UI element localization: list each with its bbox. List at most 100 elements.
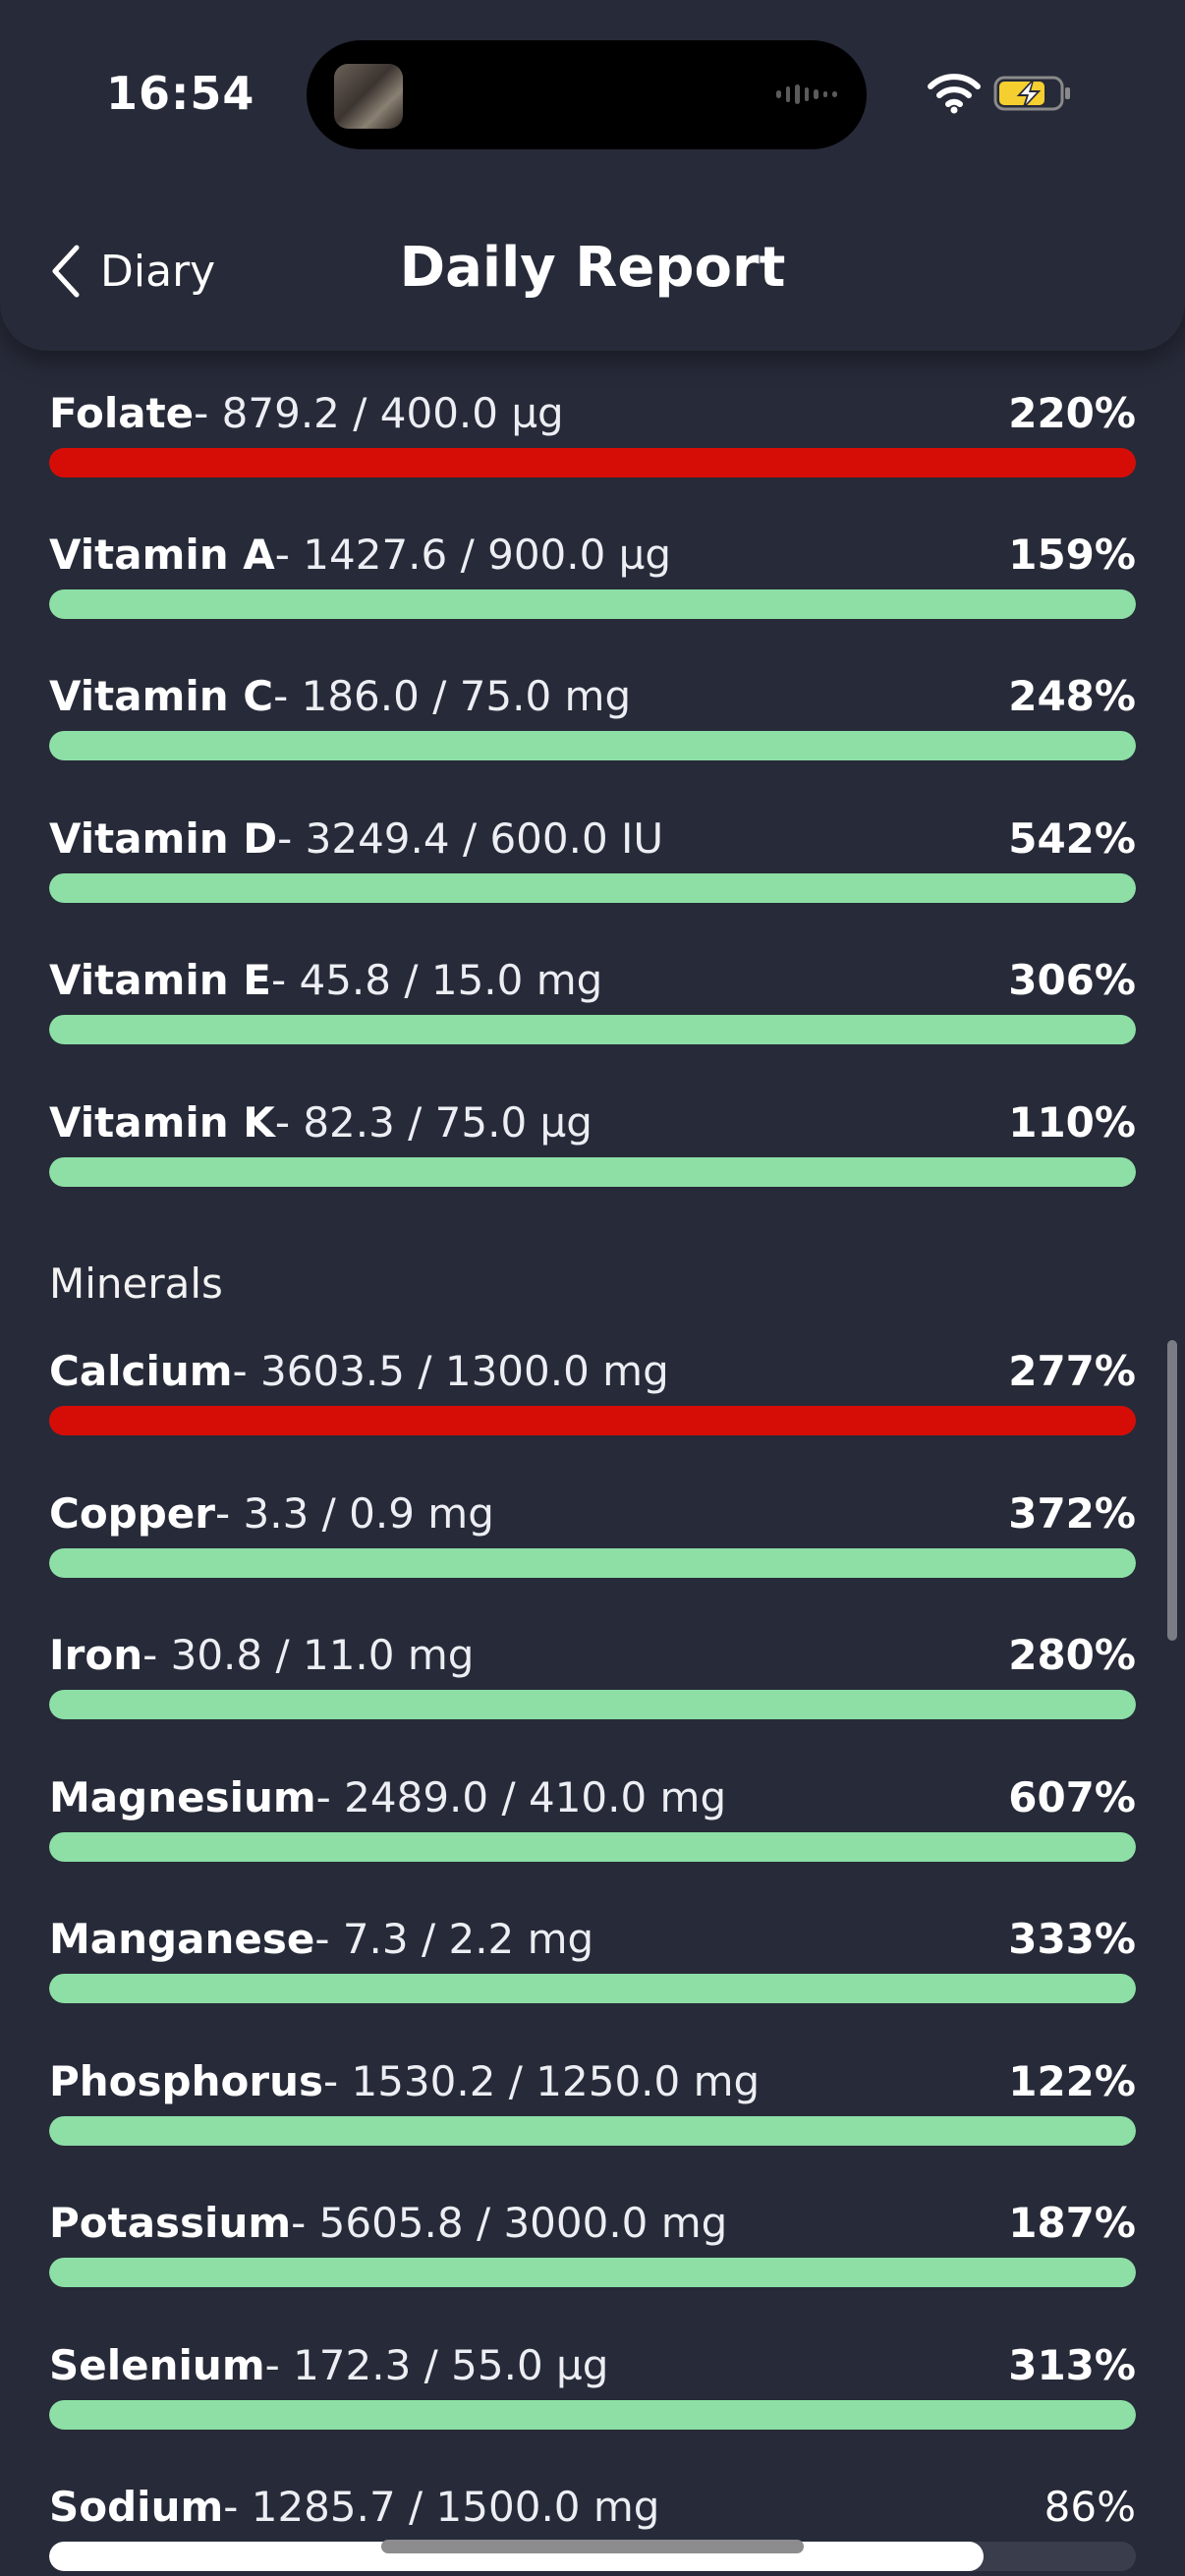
nutrient-percent: 187% <box>1008 2199 1136 2247</box>
nutrient-amount: - 3.3 / 0.9 mg <box>215 1489 494 1538</box>
nutrient-amount: - 3249.4 / 600.0 IU <box>277 814 664 863</box>
nutrient-percent: 220% <box>1008 389 1136 437</box>
nutrient-amount: - 45.8 / 15.0 mg <box>270 956 603 1004</box>
progress-fill <box>49 2400 1136 2430</box>
nutrient-name: Potassium <box>49 2199 292 2247</box>
dynamic-island[interactable] <box>307 40 867 149</box>
nutrient-percent: 607% <box>1008 1773 1136 1821</box>
nutrient-row-iron: Iron- 30.8 / 11.0 mg 280% <box>49 1625 1136 1733</box>
nutrient-name: Manganese <box>49 1915 315 1963</box>
nutrient-percent: 248% <box>1008 672 1136 720</box>
progress-bar <box>49 1406 1136 1435</box>
progress-fill <box>49 1832 1136 1862</box>
progress-bar <box>49 2116 1136 2146</box>
nutrient-amount: - 82.3 / 75.0 µg <box>274 1098 592 1147</box>
chevron-left-icon <box>52 245 80 298</box>
nutrient-percent: 159% <box>1008 531 1136 579</box>
nutrient-amount: - 1530.2 / 1250.0 mg <box>322 2057 761 2105</box>
nutrient-name: Vitamin C <box>49 672 274 720</box>
progress-bar <box>49 1974 1136 2003</box>
nutrient-amount: - 3603.5 / 1300.0 mg <box>232 1347 669 1395</box>
nutrient-name: Vitamin E <box>49 956 271 1004</box>
nutrient-amount: - 879.2 / 400.0 µg <box>194 389 564 437</box>
progress-fill <box>49 1974 1136 2003</box>
vertical-scrollbar[interactable] <box>1167 1340 1177 1641</box>
nutrient-name: Iron <box>49 1631 143 1679</box>
progress-bar <box>49 1690 1136 1719</box>
back-label: Diary <box>100 246 216 297</box>
nutrient-row-magnesium: Magnesium- 2489.0 / 410.0 mg 607% <box>49 1767 1136 1876</box>
progress-bar <box>49 873 1136 903</box>
progress-fill <box>49 2258 1136 2287</box>
now-playing-thumbnail[interactable] <box>334 64 403 129</box>
nutrient-amount: - 172.3 / 55.0 µg <box>264 2341 609 2389</box>
nutrient-percent: 542% <box>1008 814 1136 863</box>
progress-bar <box>49 448 1136 477</box>
audio-wave-icon <box>776 84 838 105</box>
progress-fill <box>49 731 1136 760</box>
nutrient-percent: 372% <box>1008 1489 1136 1538</box>
nutrient-name: Magnesium <box>49 1773 316 1821</box>
nutrient-amount: - 186.0 / 75.0 mg <box>273 672 632 720</box>
nutrient-amount: - 30.8 / 11.0 mg <box>142 1631 475 1679</box>
nutrient-name: Vitamin A <box>49 531 275 579</box>
nutrient-row-vitamin-e: Vitamin E- 45.8 / 15.0 mg 306% <box>49 950 1136 1058</box>
status-time: 16:54 <box>106 67 255 120</box>
nutrient-name: Phosphorus <box>49 2057 323 2105</box>
battery-charging-icon <box>993 76 1070 111</box>
progress-fill <box>49 589 1136 619</box>
nutrient-percent: 280% <box>1008 1631 1136 1679</box>
nutrient-row-phosphorus: Phosphorus- 1530.2 / 1250.0 mg 122% <box>49 2051 1136 2159</box>
nutrient-percent: 306% <box>1008 956 1136 1004</box>
progress-fill <box>49 1015 1136 1044</box>
wifi-icon <box>928 74 981 114</box>
progress-bar <box>49 2400 1136 2430</box>
progress-fill <box>49 1690 1136 1719</box>
nutrient-row-vitamin-k: Vitamin K- 82.3 / 75.0 µg 110% <box>49 1092 1136 1201</box>
page-title: Daily Report <box>399 236 786 300</box>
nutrient-amount: - 2489.0 / 410.0 mg <box>315 1773 727 1821</box>
nutrient-list[interactable]: Folate- 879.2 / 400.0 µg 220% Vitamin A-… <box>0 351 1185 2576</box>
nutrient-row-sodium: Sodium- 1285.7 / 1500.0 mg 86% <box>49 2477 1136 2576</box>
app-header: 16:54 Diary Daily Report <box>0 0 1185 351</box>
nutrient-name: Selenium <box>49 2341 265 2389</box>
progress-fill <box>49 1157 1136 1187</box>
progress-bar <box>49 2258 1136 2287</box>
progress-bar <box>49 731 1136 760</box>
nutrient-name: Calcium <box>49 1347 233 1395</box>
nutrient-name: Sodium <box>49 2483 224 2531</box>
nutrient-row-vitamin-a: Vitamin A- 1427.6 / 900.0 µg 159% <box>49 525 1136 633</box>
nutrient-amount: - 1285.7 / 1500.0 mg <box>223 2483 660 2531</box>
nutrient-row-manganese: Manganese- 7.3 / 2.2 mg 333% <box>49 1909 1136 2017</box>
progress-fill <box>49 448 1136 477</box>
progress-fill <box>49 2116 1136 2146</box>
nutrient-percent: 86% <box>1044 2483 1136 2531</box>
nutrient-name: Copper <box>49 1489 216 1538</box>
progress-fill <box>49 1548 1136 1578</box>
nutrient-percent: 277% <box>1008 1347 1136 1395</box>
nutrient-row-potassium: Potassium- 5605.8 / 3000.0 mg 187% <box>49 2193 1136 2301</box>
back-button[interactable]: Diary <box>47 240 215 303</box>
nutrient-percent: 333% <box>1008 1915 1136 1963</box>
section-title-minerals: Minerals <box>49 1260 223 1308</box>
progress-bar <box>49 1015 1136 1044</box>
progress-bar <box>49 589 1136 619</box>
progress-bar <box>49 1157 1136 1187</box>
home-indicator[interactable] <box>381 2540 804 2553</box>
nutrient-row-calcium: Calcium- 3603.5 / 1300.0 mg 277% <box>49 1341 1136 1449</box>
progress-bar <box>49 1548 1136 1578</box>
nutrient-row-vitamin-c: Vitamin C- 186.0 / 75.0 mg 248% <box>49 666 1136 774</box>
nutrient-name: Folate <box>49 389 195 437</box>
progress-bar <box>49 1832 1136 1862</box>
nutrient-percent: 110% <box>1008 1098 1136 1147</box>
nutrient-name: Vitamin D <box>49 814 278 863</box>
nutrient-row-copper: Copper- 3.3 / 0.9 mg 372% <box>49 1484 1136 1592</box>
progress-fill <box>49 873 1136 903</box>
nutrient-amount: - 7.3 / 2.2 mg <box>314 1915 594 1963</box>
nutrient-row-folate: Folate- 879.2 / 400.0 µg 220% <box>49 383 1136 491</box>
nutrient-row-selenium: Selenium- 172.3 / 55.0 µg 313% <box>49 2335 1136 2443</box>
nutrient-percent: 313% <box>1008 2341 1136 2389</box>
progress-fill <box>49 1406 1136 1435</box>
nutrient-amount: - 1427.6 / 900.0 µg <box>274 531 672 579</box>
nutrient-row-vitamin-d: Vitamin D- 3249.4 / 600.0 IU 542% <box>49 809 1136 917</box>
